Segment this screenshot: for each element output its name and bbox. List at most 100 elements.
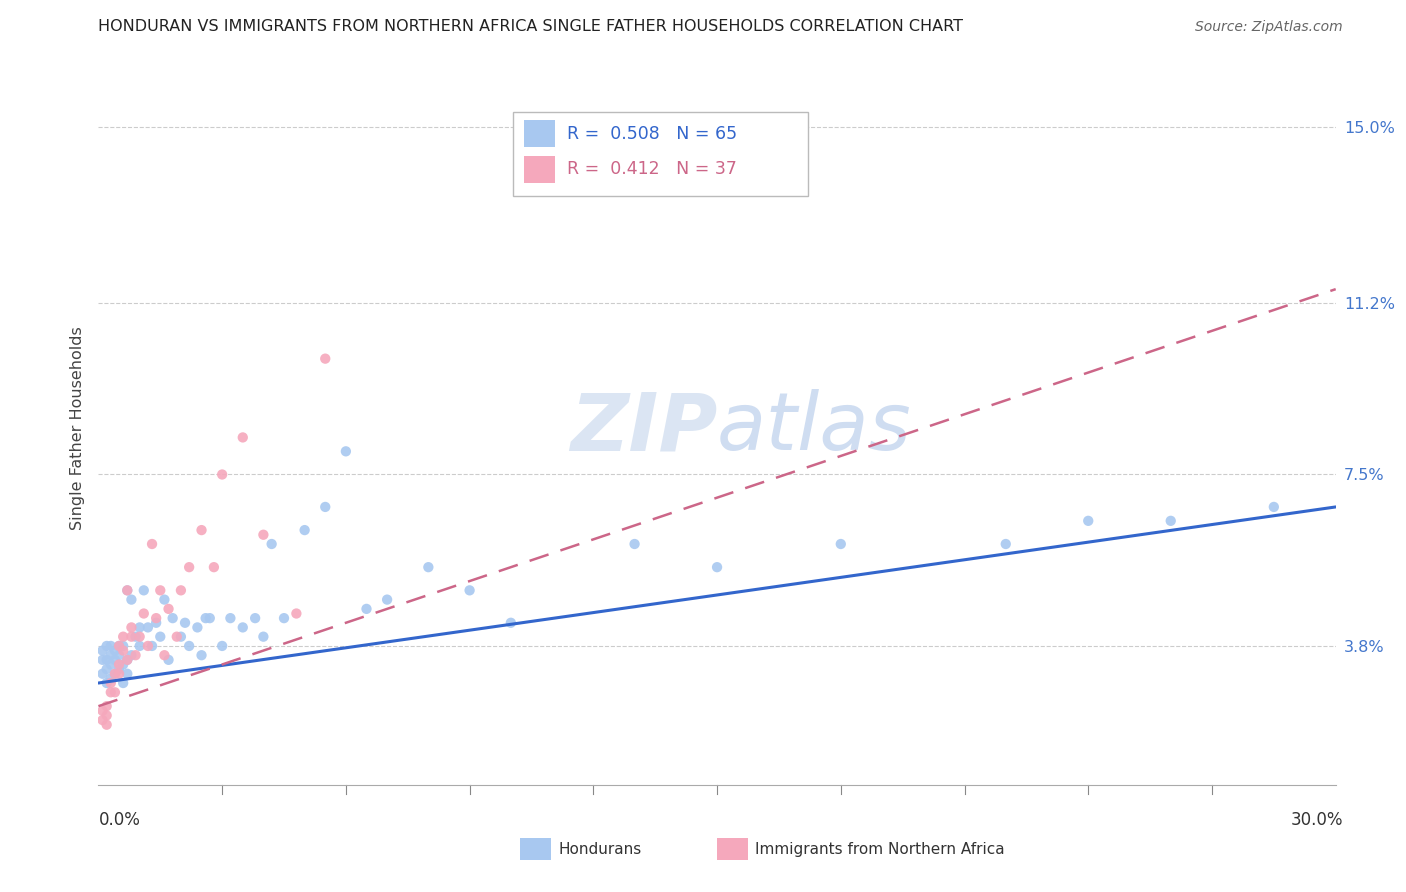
Point bbox=[112, 630, 135, 644]
Text: atlas: atlas bbox=[717, 389, 912, 467]
Point bbox=[104, 666, 127, 681]
Point bbox=[830, 537, 852, 551]
Point bbox=[252, 527, 274, 541]
Point bbox=[108, 639, 131, 653]
Point bbox=[190, 648, 212, 663]
Text: 30.0%: 30.0% bbox=[1291, 811, 1343, 829]
Point bbox=[174, 615, 197, 630]
Point bbox=[91, 704, 114, 718]
Point bbox=[128, 620, 150, 634]
Point bbox=[100, 676, 122, 690]
Point bbox=[499, 615, 522, 630]
Point bbox=[1077, 514, 1099, 528]
Point bbox=[117, 653, 139, 667]
Point bbox=[141, 537, 163, 551]
Point bbox=[162, 611, 184, 625]
Point bbox=[260, 537, 283, 551]
Point bbox=[1160, 514, 1182, 528]
Point bbox=[91, 666, 114, 681]
Point bbox=[100, 648, 122, 663]
Point bbox=[104, 666, 127, 681]
Text: HONDURAN VS IMMIGRANTS FROM NORTHERN AFRICA SINGLE FATHER HOUSEHOLDS CORRELATION: HONDURAN VS IMMIGRANTS FROM NORTHERN AFR… bbox=[98, 20, 963, 34]
Point bbox=[117, 653, 139, 667]
Point bbox=[706, 560, 728, 574]
Point bbox=[375, 592, 398, 607]
Point bbox=[136, 620, 159, 634]
Point bbox=[96, 708, 118, 723]
Text: Source: ZipAtlas.com: Source: ZipAtlas.com bbox=[1195, 21, 1343, 34]
Point bbox=[170, 583, 193, 598]
Point bbox=[149, 583, 172, 598]
Point bbox=[120, 630, 142, 644]
Point bbox=[120, 620, 142, 634]
Point bbox=[108, 648, 131, 663]
Point bbox=[149, 630, 172, 644]
Point bbox=[285, 607, 308, 621]
Point bbox=[124, 630, 146, 644]
Point bbox=[194, 611, 217, 625]
Point bbox=[211, 467, 233, 482]
Point bbox=[104, 643, 127, 657]
Point bbox=[117, 583, 139, 598]
Point bbox=[186, 620, 208, 634]
Point bbox=[108, 662, 131, 676]
Point bbox=[252, 630, 274, 644]
Point bbox=[108, 666, 131, 681]
Point bbox=[124, 648, 146, 663]
Point bbox=[190, 523, 212, 537]
Point bbox=[1263, 500, 1285, 514]
Point bbox=[120, 592, 142, 607]
Point bbox=[136, 639, 159, 653]
Point bbox=[117, 583, 139, 598]
Text: R =  0.508   N = 65: R = 0.508 N = 65 bbox=[567, 125, 737, 143]
Point bbox=[100, 657, 122, 672]
Text: Hondurans: Hondurans bbox=[558, 842, 641, 856]
Point bbox=[141, 639, 163, 653]
Point bbox=[418, 560, 440, 574]
Point bbox=[128, 639, 150, 653]
Point bbox=[96, 699, 118, 714]
Point bbox=[219, 611, 242, 625]
Point bbox=[458, 583, 481, 598]
Text: R =  0.412   N = 37: R = 0.412 N = 37 bbox=[567, 161, 737, 178]
Point bbox=[294, 523, 316, 537]
Point bbox=[157, 602, 180, 616]
Point bbox=[120, 648, 142, 663]
Point bbox=[112, 676, 135, 690]
Point bbox=[108, 639, 131, 653]
Text: ZIP: ZIP bbox=[569, 389, 717, 467]
Point bbox=[112, 657, 135, 672]
Point bbox=[232, 430, 254, 444]
Point bbox=[166, 630, 188, 644]
Point bbox=[128, 630, 150, 644]
Point bbox=[273, 611, 295, 625]
Point bbox=[104, 685, 127, 699]
Point bbox=[96, 639, 118, 653]
Point bbox=[211, 639, 233, 653]
Point bbox=[145, 615, 167, 630]
Point bbox=[108, 657, 131, 672]
Point bbox=[132, 583, 155, 598]
Point bbox=[100, 685, 122, 699]
Point bbox=[100, 639, 122, 653]
Point bbox=[96, 717, 118, 731]
Point bbox=[153, 648, 176, 663]
Point bbox=[232, 620, 254, 634]
Point bbox=[91, 653, 114, 667]
Text: Immigrants from Northern Africa: Immigrants from Northern Africa bbox=[755, 842, 1005, 856]
Y-axis label: Single Father Households: Single Father Households bbox=[69, 326, 84, 530]
Point bbox=[198, 611, 221, 625]
Point bbox=[132, 607, 155, 621]
Point bbox=[314, 500, 336, 514]
Point bbox=[157, 653, 180, 667]
Point bbox=[96, 676, 118, 690]
Text: 0.0%: 0.0% bbox=[98, 811, 141, 829]
Point bbox=[145, 611, 167, 625]
Point bbox=[623, 537, 645, 551]
Point bbox=[335, 444, 357, 458]
Point bbox=[91, 713, 114, 727]
Point bbox=[112, 643, 135, 657]
Point bbox=[91, 643, 114, 657]
Point bbox=[170, 630, 193, 644]
Point bbox=[243, 611, 266, 625]
